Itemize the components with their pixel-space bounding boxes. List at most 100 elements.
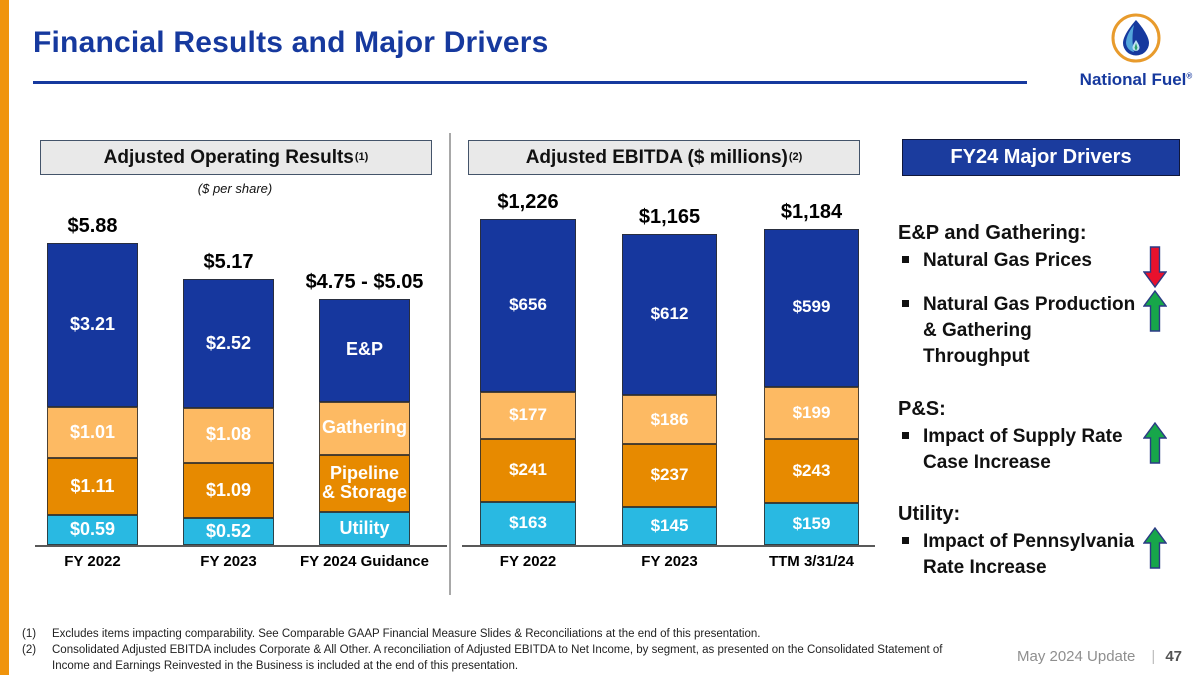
footnote-marker: (1) [22, 628, 37, 640]
bar-segment: $1.11 [47, 458, 138, 515]
driver-bullet-text: Impact of Supply Rate Case Increase [923, 425, 1123, 473]
driver-bullet: Natural Gas Production & Gathering Throu… [898, 290, 1190, 371]
bar-segment: $199 [764, 386, 859, 440]
page-footer: May 2024 Update | 47 [1017, 648, 1182, 665]
bar-total-label: $1,184 [780, 200, 843, 223]
page-title: Financial Results and Major Drivers [33, 26, 549, 59]
category-label: TTM 3/31/24 [768, 553, 855, 570]
chart2-plot-area: $656 $177 $241 $163 $1,226 FY 2022 $612 $186 $23… [462, 191, 875, 570]
bar-segment: $612 [622, 234, 717, 396]
bar-ttm-3-31-24: $599 $199 $243 $159 $1,184 [764, 201, 859, 545]
category-label: FY 2022 [499, 553, 557, 570]
bar-total-label: $1,165 [638, 206, 701, 229]
chart1-plot-area: $3.21 $1.01 $1.11 $0.59 $5.88 FY 2022 $2.52 $1.… [35, 195, 447, 570]
chart2-header: Adjusted EBITDA ($ millions) (2) [468, 140, 860, 175]
bullet-marker [902, 431, 909, 439]
adjusted-operating-results-chart: $3.21 $1.01 $1.11 $0.59 $5.88 FY 2022 $2.52 $1.… [35, 195, 447, 570]
bar-segment: $159 [764, 503, 859, 545]
logo-wordmark: National Fuel® [1079, 70, 1193, 89]
driver-group-heading: Utility: [898, 503, 961, 526]
bar-segment: $241 [480, 438, 576, 503]
chart1-title: Adjusted Operating Results [103, 146, 354, 168]
chart1-title-superscript: (1) [354, 150, 369, 163]
driver-bullet-text: Natural Gas Production & Gathering Throu… [923, 294, 1136, 368]
bullet-marker [902, 300, 909, 307]
bar-segment: $1.08 [183, 407, 274, 463]
bar-segment: E&P [319, 298, 410, 402]
footnotes: (1) Excludes items impacting comparabilit… [22, 626, 957, 674]
driver-group: Utility: Impact of Pennsylvania Rate Incr… [898, 503, 1190, 581]
bar-segment: Pipeline & Storage [319, 454, 410, 512]
bullet-marker [902, 537, 909, 545]
left-accent-strip [0, 0, 9, 675]
footnote: (2) Consolidated Adjusted EBITDA includes… [22, 642, 957, 674]
bar-segment: $1.09 [183, 462, 274, 519]
category-label: FY 2023 [200, 553, 257, 570]
bar-segment: Gathering [319, 401, 410, 455]
bar-fy-2023: $612 $186 $237 $145 $1,165 [622, 206, 717, 545]
bar-total-label: $1,226 [497, 191, 559, 214]
page-number: 47 [1165, 648, 1182, 665]
bar-segment: $186 [622, 395, 717, 445]
bar-segment: $2.52 [183, 279, 274, 408]
bar-fy-2023: $2.52 $1.08 $1.09 $0.52 $5.17 [183, 251, 274, 545]
bar-total-label: $4.75 - $5.05 [305, 270, 424, 293]
drivers-header: FY24 Major Drivers [902, 139, 1180, 176]
trend-arrow [1137, 527, 1167, 569]
category-label: FY 2022 [64, 553, 121, 570]
chart2-title: Adjusted EBITDA ($ millions) [525, 146, 788, 168]
bar-fy-2022: $3.21 $1.01 $1.11 $0.59 $5.88 [47, 215, 138, 545]
chart2-title-superscript: (2) [788, 150, 803, 163]
category-label: FY 2023 [641, 553, 698, 570]
bar-segment: $237 [622, 444, 717, 507]
company-logo: National Fuel® [1078, 12, 1194, 90]
bar-total-label: $5.88 [67, 215, 118, 238]
driver-group-heading: E&P and Gathering: [898, 222, 1087, 244]
chart1-header: Adjusted Operating Results (1) [40, 140, 432, 175]
driver-bullet-text: Natural Gas Prices [923, 250, 1092, 271]
vertical-divider [449, 133, 451, 595]
driver-group: E&P and Gathering: Natural Gas Prices Natu… [898, 222, 1190, 371]
down-arrow-icon [1143, 246, 1167, 288]
registered-mark: ® [1186, 71, 1193, 81]
bar-segment: $1.01 [47, 406, 138, 459]
bar-segment: $599 [764, 228, 859, 387]
footer-update-label: May 2024 Update [1016, 648, 1136, 665]
driver-group: P&S: Impact of Supply Rate Case Increase [898, 398, 1190, 476]
up-arrow-icon [1143, 290, 1167, 332]
driver-bullet: Natural Gas Prices [898, 246, 1190, 288]
footer-separator: | [1151, 648, 1156, 665]
chart1-subtitle: ($ per share) [197, 181, 273, 196]
trend-arrow [1137, 421, 1167, 464]
bar-segment: $145 [622, 506, 717, 545]
driver-bullet: Impact of Pennsylvania Rate Increase [898, 527, 1190, 581]
bar-segment: $177 [480, 391, 576, 439]
footnote-marker: (2) [22, 644, 37, 657]
category-label: FY 2024 Guidance [300, 553, 429, 570]
bar-segment: $243 [764, 439, 859, 504]
driver-bullet-text: Impact of Pennsylvania Rate Increase [923, 531, 1135, 579]
footnote: (1) Excludes items impacting comparabilit… [22, 626, 957, 642]
bar-fy-2024-guidance: E&P Gathering Pipeline & Storage Utility $4.… [306, 271, 423, 545]
up-arrow-icon [1143, 527, 1167, 569]
bar-fy-2022: $656 $177 $241 $163 $1,226 [480, 191, 576, 545]
adjusted-ebitda-chart: $656 $177 $241 $163 $1,226 FY 2022 $612 $186 $23… [462, 191, 875, 570]
up-arrow-icon [1143, 421, 1167, 464]
bar-segment: Utility [319, 511, 410, 545]
bar-segment: $3.21 [47, 243, 138, 407]
bar-segment: $0.52 [183, 518, 274, 545]
flame-drop-icon [1111, 13, 1161, 63]
bar-segment: $163 [480, 502, 576, 545]
bar-total-label: $5.17 [203, 251, 254, 274]
trend-arrow [1137, 290, 1167, 332]
bar-segment: $656 [480, 219, 576, 392]
driver-bullet: Impact of Supply Rate Case Increase [898, 421, 1190, 476]
drivers-panel: E&P and Gathering: Natural Gas Prices Natu… [898, 222, 1190, 609]
footnote-text: Excludes items impacting comparability. … [52, 628, 761, 640]
bullet-marker [902, 256, 909, 263]
trend-arrow [1137, 246, 1167, 288]
driver-group-heading: P&S: [898, 397, 946, 420]
bar-segment: $0.59 [47, 514, 138, 545]
footnote-text: Consolidated Adjusted EBITDA includes Co… [52, 644, 943, 673]
